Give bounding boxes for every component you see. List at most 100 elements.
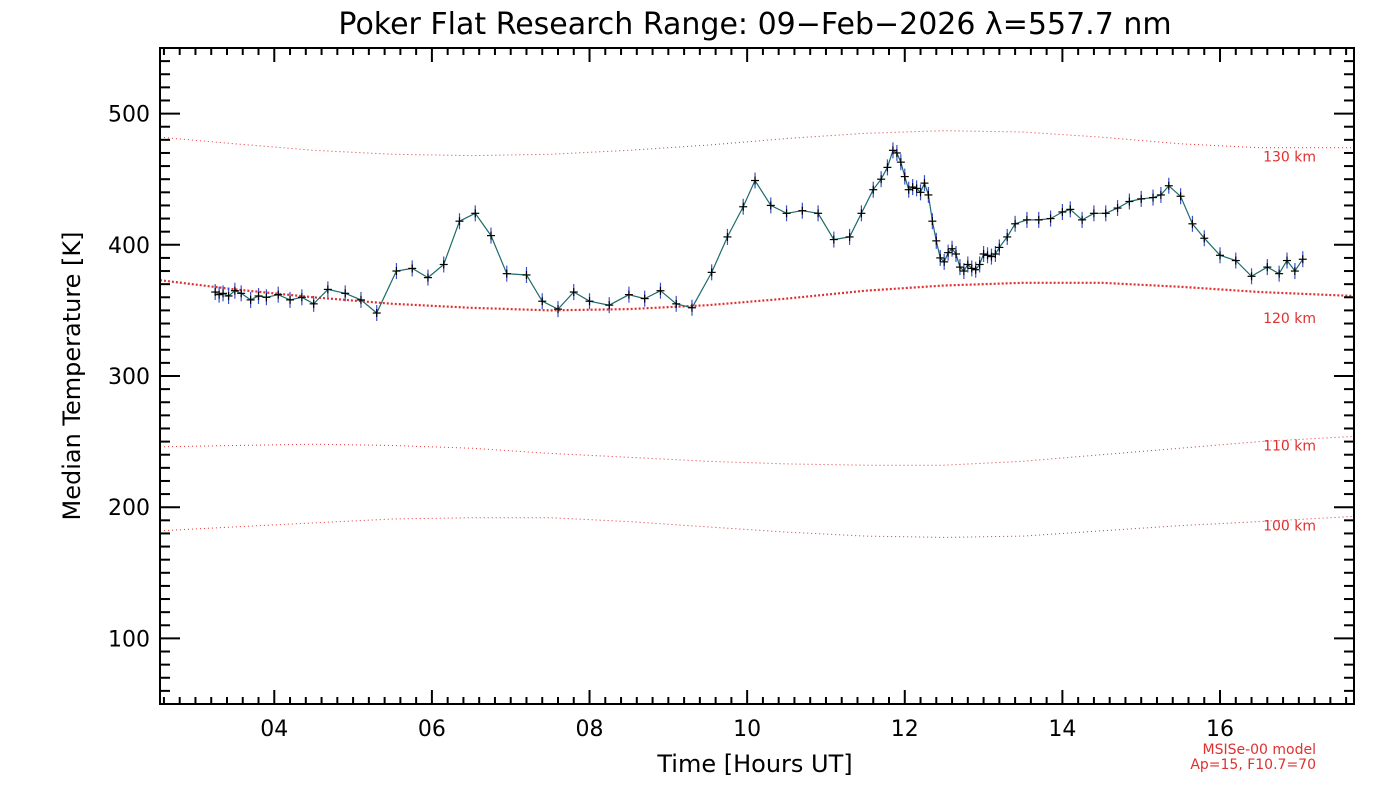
model-curve-label: 120 km: [1263, 311, 1316, 327]
data-point: [230, 282, 239, 299]
model-curves: 130 km 120 km 110 km 100 km: [159, 130, 1355, 538]
data-point: [672, 295, 681, 312]
data-point: [707, 264, 716, 281]
data-point: [845, 228, 854, 245]
model-label: MSISe-00 model: [1202, 742, 1316, 758]
data-point: [455, 213, 464, 230]
data-point: [766, 197, 775, 214]
data-point: [940, 253, 949, 270]
data-point: [1263, 259, 1272, 276]
model-curve-3: [159, 515, 1355, 538]
data-point: [341, 285, 350, 302]
data-point: [297, 289, 306, 306]
data-point: [1101, 205, 1110, 222]
data-point: [912, 180, 921, 197]
data-point: [274, 286, 283, 303]
data-point: [1058, 204, 1067, 220]
data-point: [975, 256, 984, 273]
data-point: [502, 265, 511, 282]
data-point: [924, 186, 933, 203]
data-point: [955, 259, 964, 276]
data-point: [991, 245, 1000, 262]
data-point: [888, 142, 897, 159]
x-axis-label: Time [Hours UT]: [656, 750, 852, 778]
data-point: [1046, 210, 1055, 227]
data-point: [215, 286, 224, 303]
data-series: [211, 142, 1307, 322]
data-point: [246, 291, 255, 308]
model-params: Ap=15, F10.7=70: [1190, 757, 1316, 773]
y-axis-label: Median Temperature [K]: [58, 231, 86, 520]
data-point: [1290, 263, 1299, 280]
data-point: [896, 154, 905, 171]
data-point: [1156, 186, 1165, 203]
data-point: [920, 175, 929, 192]
data-point: [538, 293, 547, 310]
data-point: [932, 232, 941, 249]
x-tick-label: 04: [260, 717, 288, 742]
data-point: [286, 291, 295, 308]
axis-ticks: 04 06 08 10 12 14 16 100 200 300 400 500: [108, 48, 1354, 742]
data-point: [987, 248, 996, 265]
data-point: [605, 297, 614, 314]
model-curve-2: [159, 435, 1355, 466]
y-tick-label: 300: [108, 365, 150, 390]
data-point: [408, 260, 417, 277]
data-point: [1066, 201, 1075, 218]
data-point: [219, 285, 228, 302]
data-point: [309, 295, 318, 312]
data-point: [877, 171, 886, 188]
data-point: [423, 269, 432, 286]
data-point: [1275, 265, 1284, 282]
y-tick-label: 100: [108, 627, 150, 652]
data-line: [214, 149, 1304, 314]
data-point: [739, 198, 748, 215]
model-curve-label: 100 km: [1263, 518, 1316, 534]
data-point: [487, 227, 496, 244]
data-point: [944, 244, 953, 261]
data-point: [814, 205, 823, 222]
model-curve-1: [159, 279, 1355, 312]
data-point: [916, 184, 925, 201]
data-point: [967, 260, 976, 277]
data-point: [1231, 252, 1240, 269]
data-point: [1089, 205, 1098, 222]
data-point: [995, 239, 1004, 256]
data-point: [1216, 247, 1225, 264]
y-tick-label: 500: [108, 103, 150, 128]
model-curve-label: 110 km: [1263, 438, 1316, 454]
data-point: [356, 291, 365, 308]
data-point: [900, 168, 909, 185]
x-tick-label: 14: [1048, 717, 1076, 742]
data-point: [1125, 193, 1134, 210]
plot-frame: [159, 47, 1355, 705]
data-point: [959, 263, 968, 280]
data-point: [522, 266, 531, 283]
x-tick-label: 06: [418, 717, 446, 742]
x-tick-label: 08: [576, 717, 604, 742]
data-point: [262, 289, 271, 306]
y-tick-label: 200: [108, 496, 150, 521]
data-point: [656, 282, 665, 299]
x-tick-label: 12: [891, 717, 919, 742]
x-tick-label: 10: [733, 717, 761, 742]
data-point: [782, 205, 791, 222]
data-point: [1003, 228, 1012, 245]
data-point: [869, 181, 878, 198]
data-point: [1034, 211, 1043, 228]
data-point: [1113, 200, 1122, 217]
y-tick-label: 400: [108, 234, 150, 259]
model-curve-0: [159, 130, 1354, 157]
data-point: [829, 231, 838, 248]
data-point: [1011, 215, 1020, 232]
data-point: [979, 245, 988, 262]
data-point: [323, 281, 332, 298]
data-point: [1188, 215, 1197, 232]
data-point: [372, 305, 381, 322]
data-point: [1200, 230, 1209, 247]
data-point: [1137, 190, 1146, 207]
data-point: [585, 293, 594, 310]
data-point: [1247, 268, 1256, 285]
data-point: [1022, 211, 1031, 228]
